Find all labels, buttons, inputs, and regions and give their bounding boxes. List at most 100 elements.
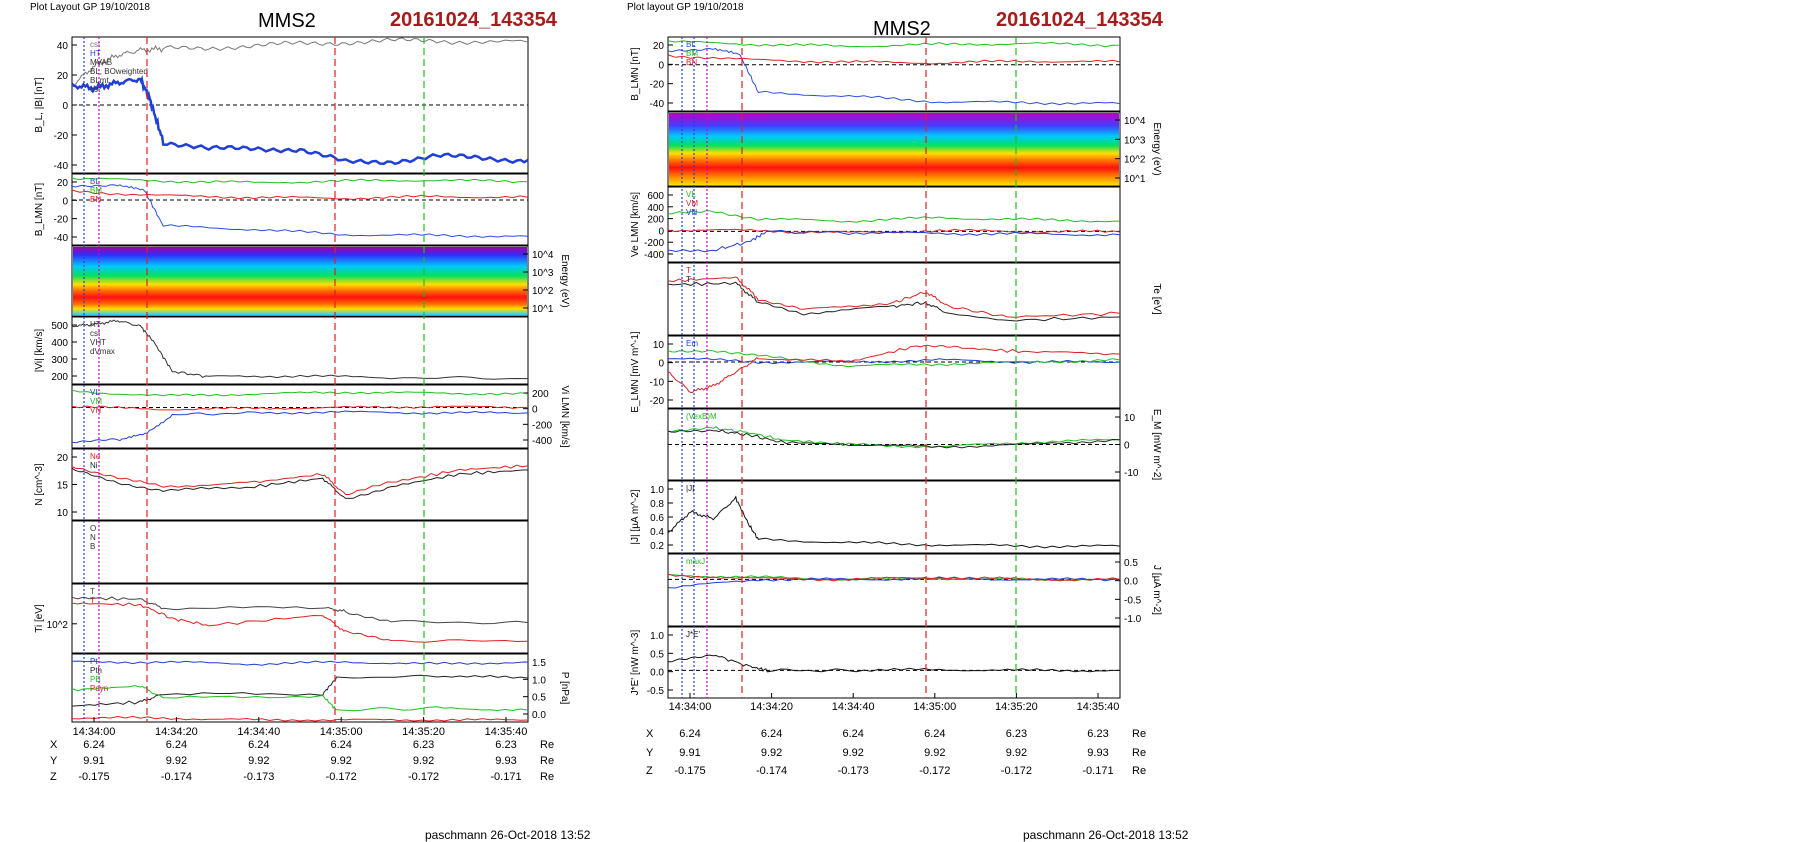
y-tick-label: 200 xyxy=(532,389,549,400)
series-line xyxy=(71,177,529,184)
y-tick-label: 20 xyxy=(57,71,69,82)
y-axis-label: P [nPa] xyxy=(559,672,570,705)
y-tick-label: 0.6 xyxy=(650,513,664,524)
series-line xyxy=(71,319,529,380)
y-tick-label: 40 xyxy=(57,41,69,52)
position-label: Y xyxy=(50,755,58,767)
position-value: 6.24 xyxy=(83,739,104,751)
y-tick-label: -40 xyxy=(54,233,69,244)
series-line xyxy=(71,602,529,643)
position-value: 6.24 xyxy=(924,728,945,740)
y-tick-label: 0.2 xyxy=(650,541,664,552)
panel-frame xyxy=(71,583,529,654)
legend-entry: cst xyxy=(90,85,101,94)
x-tick-label: 14:34:00 xyxy=(669,701,712,713)
x-tick-label: 14:34:40 xyxy=(237,726,280,738)
legend-entry: cst xyxy=(90,40,101,49)
y-tick-label: 1.5 xyxy=(532,658,546,669)
position-value: -0.173 xyxy=(838,765,869,777)
legend-entry: B xyxy=(90,542,95,551)
x-tick-label: 14:35:00 xyxy=(913,701,956,713)
series-line xyxy=(667,210,1121,223)
series-line xyxy=(71,37,529,86)
position-value: 9.92 xyxy=(248,755,269,767)
series-line xyxy=(71,467,529,499)
legend-entry: cst xyxy=(90,329,101,338)
position-value: 9.92 xyxy=(1006,747,1027,759)
series-line xyxy=(71,464,529,495)
y-tick-label: 10^3 xyxy=(532,268,554,279)
position-value: 6.24 xyxy=(330,739,351,751)
right-spacecraft-title: MMS2 xyxy=(873,18,931,40)
panel-frame xyxy=(71,448,529,521)
y-tick-label: 20 xyxy=(57,453,69,464)
y-tick-label: 10 xyxy=(57,508,69,519)
series-line xyxy=(71,389,529,397)
position-value: 6.24 xyxy=(679,728,700,740)
y-tick-label: 0 xyxy=(62,196,68,207)
x-tick-label: 14:34:20 xyxy=(155,726,198,738)
y-tick-label: 0.8 xyxy=(650,499,664,510)
legend-entry: T xyxy=(686,266,691,275)
y-tick-label: 0 xyxy=(658,226,664,237)
x-tick-label: 14:35:40 xyxy=(1077,701,1120,713)
position-value: 9.93 xyxy=(495,755,516,767)
y-tick-label: -40 xyxy=(54,161,69,172)
position-label: X xyxy=(50,739,58,751)
y-tick-label: -10 xyxy=(1124,468,1139,479)
position-value: 6.24 xyxy=(842,728,863,740)
series-line xyxy=(667,276,1121,318)
y-axis-label: Ve LMN [km/s] xyxy=(630,192,641,257)
y-tick-label: 10^4 xyxy=(1124,116,1146,127)
panel-frame xyxy=(667,262,1121,336)
right-event-id: 20161024_143354 xyxy=(996,9,1163,31)
y-axis-label: Ti [eV] xyxy=(34,604,45,633)
y-tick-label: -400 xyxy=(644,250,664,261)
position-unit: Re xyxy=(540,739,554,751)
series-line xyxy=(667,47,1121,106)
y-tick-label: -10 xyxy=(650,377,665,388)
series-line xyxy=(667,573,1121,582)
y-tick-label: 0.0 xyxy=(650,668,664,679)
y-tick-label: 1.0 xyxy=(650,485,664,496)
y-tick-label: 400 xyxy=(51,338,68,349)
series-line xyxy=(667,344,1121,394)
position-value: -0.175 xyxy=(674,765,705,777)
y-tick-label: 10^1 xyxy=(532,304,554,315)
position-value: -0.171 xyxy=(490,771,521,783)
position-value: 9.92 xyxy=(413,755,434,767)
legend-entry: maxJ xyxy=(686,557,705,566)
legend-entry: Em xyxy=(686,339,698,348)
legend-entry: VN xyxy=(686,208,697,217)
legend-entry: O xyxy=(90,524,96,533)
position-unit: Re xyxy=(540,771,554,783)
legend-entry: VHT xyxy=(90,338,106,347)
y-tick-label: 0.5 xyxy=(1124,558,1138,569)
legend-entry: VL xyxy=(90,388,100,397)
series-line xyxy=(667,281,1121,322)
y-axis-label: J*E' [nW m^-3] xyxy=(630,630,641,696)
y-tick-label: 500 xyxy=(51,321,68,332)
series-line xyxy=(71,715,529,722)
x-tick-label: 14:35:00 xyxy=(320,726,363,738)
x-tick-label: 14:35:20 xyxy=(402,726,445,738)
series-line xyxy=(71,75,529,166)
y-tick-label: 1.0 xyxy=(532,675,546,686)
y-axis-label: J [µA m^-2] xyxy=(1151,565,1162,615)
y-axis-label: Energy (eV) xyxy=(1151,122,1162,175)
position-value: 6.23 xyxy=(413,739,434,751)
right-layout-label: Plot layout GP 19/10/2018 xyxy=(627,2,744,13)
legend-entry: T xyxy=(90,587,95,596)
position-value: 6.23 xyxy=(1087,728,1108,740)
y-tick-label: 0.0 xyxy=(1124,577,1138,588)
position-unit: Re xyxy=(1132,765,1146,777)
legend-entry: VL xyxy=(686,190,696,199)
spectrogram xyxy=(669,113,1119,185)
series-line xyxy=(667,495,1121,549)
y-tick-label: -200 xyxy=(532,420,552,431)
position-value: -0.173 xyxy=(243,771,274,783)
legend-entry: VN xyxy=(90,406,101,415)
panel-frame xyxy=(667,186,1121,263)
y-tick-label: 10^2 xyxy=(1124,155,1146,166)
y-tick-label: -200 xyxy=(644,238,664,249)
